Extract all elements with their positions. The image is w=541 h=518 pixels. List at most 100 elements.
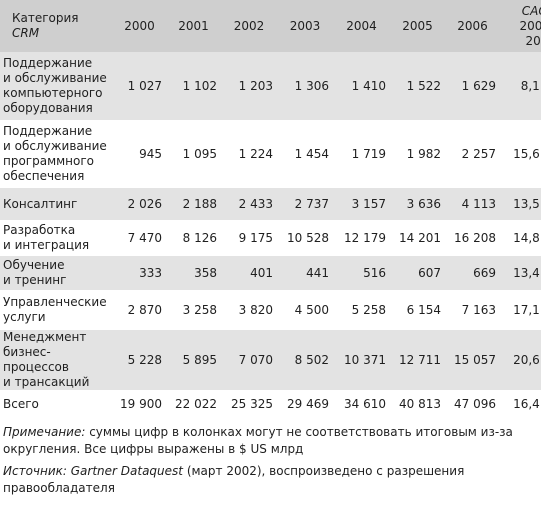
row-label: Разработка и интеграция xyxy=(0,220,113,256)
value-cell: 1 203 xyxy=(221,52,277,120)
row-label: Всего xyxy=(0,390,113,418)
row-label-line: и трансакций xyxy=(3,375,90,389)
value-cell: 333 xyxy=(113,256,166,290)
value-cell: 2 026 xyxy=(113,188,166,220)
table-row: Обучение и тренинг 333 358 401 441 516 607 669 13… xyxy=(0,256,541,290)
table-body: Поддержание и обслуживание компьютерного об… xyxy=(0,52,541,418)
source-text: (март 2002), воспроизведено с разрешения… xyxy=(3,464,465,495)
value-cell: 8 126 xyxy=(166,220,221,256)
row-label-line: программного xyxy=(3,154,95,168)
row-label-line: оборудования xyxy=(3,101,93,115)
row-label-line: Консалтинг xyxy=(3,196,78,211)
value-cell: 2 737 xyxy=(277,188,333,220)
value-cell: 10 528 xyxy=(277,220,333,256)
row-label: Поддержание и обслуживание программного обе… xyxy=(0,120,113,188)
cagr-cell: 20,6 % xyxy=(500,330,541,390)
row-label-line: Разработка xyxy=(3,223,76,237)
value-cell: 15 057 xyxy=(445,330,500,390)
header-cagr-line1: CAGR xyxy=(521,3,541,18)
row-label: Поддержание и обслуживание компьютерного об… xyxy=(0,52,113,120)
value-cell: 1 224 xyxy=(221,120,277,188)
value-cell: 5 895 xyxy=(166,330,221,390)
header-year-2001: 2001 xyxy=(166,0,221,52)
value-cell: 14 201 xyxy=(390,220,445,256)
value-cell: 358 xyxy=(166,256,221,290)
table-header-row: Категория CRM 2000 2001 2002 2003 2004 2… xyxy=(0,0,541,52)
header-year-2000: 2000 xyxy=(113,0,166,52)
value-cell: 3 636 xyxy=(390,188,445,220)
value-cell: 2 188 xyxy=(166,188,221,220)
value-cell: 7 470 xyxy=(113,220,166,256)
value-cell: 401 xyxy=(221,256,277,290)
row-label-line: и интеграция xyxy=(3,238,90,252)
value-cell: 5 258 xyxy=(333,290,390,330)
note-text: суммы цифр в колонках могут не соответст… xyxy=(3,425,513,456)
value-cell: 945 xyxy=(113,120,166,188)
value-cell: 16 208 xyxy=(445,220,500,256)
value-cell: 12 711 xyxy=(390,330,445,390)
header-category-line2: CRM xyxy=(12,26,40,40)
table-row: Управленческие услуги 2 870 3 258 3 820 4 500… xyxy=(0,290,541,330)
value-cell: 9 175 xyxy=(221,220,277,256)
note-label: Примечание: xyxy=(3,425,86,439)
value-cell: 8 502 xyxy=(277,330,333,390)
value-cell: 1 027 xyxy=(113,52,166,120)
row-label-line: услуги xyxy=(3,310,46,324)
value-cell: 4 113 xyxy=(445,188,500,220)
value-cell: 669 xyxy=(445,256,500,290)
crm-table-figure: Категория CRM 2000 2001 2002 2003 2004 2… xyxy=(0,0,541,497)
header-cagr-line2: 2001– xyxy=(519,18,541,33)
value-cell: 1 102 xyxy=(166,52,221,120)
header-year-2004: 2004 xyxy=(333,0,390,52)
value-cell: 1 454 xyxy=(277,120,333,188)
value-cell: 40 813 xyxy=(390,390,445,418)
value-cell: 2 433 xyxy=(221,188,277,220)
table-row: Всего 19 900 22 022 25 325 29 469 34 610 40 81… xyxy=(0,390,541,418)
value-cell: 1 522 xyxy=(390,52,445,120)
row-label: Управленческие услуги xyxy=(0,290,113,330)
row-label-line: компьютерного xyxy=(3,86,103,100)
row-label-line: обеспечения xyxy=(3,169,85,183)
row-label-line: и обслуживание xyxy=(3,71,107,85)
value-cell: 441 xyxy=(277,256,333,290)
value-cell: 1 095 xyxy=(166,120,221,188)
header-year-2005: 2005 xyxy=(390,0,445,52)
row-label-line: процессов xyxy=(3,360,69,374)
row-label-line: Поддержание xyxy=(3,124,93,138)
cagr-cell: 13,4 % xyxy=(500,256,541,290)
note-paragraph: Примечание: суммы цифр в колонках могут … xyxy=(3,424,539,458)
table-row: Разработка и интеграция 7 470 8 126 9 175 10 … xyxy=(0,220,541,256)
value-cell: 19 900 xyxy=(113,390,166,418)
source-paragraph: Источник: Gartner Dataquest (март 2002),… xyxy=(3,463,539,497)
cagr-cell: 14,8 % xyxy=(500,220,541,256)
value-cell: 22 022 xyxy=(166,390,221,418)
table-row: Поддержание и обслуживание компьютерного об… xyxy=(0,52,541,120)
value-cell: 6 154 xyxy=(390,290,445,330)
header-cagr-line3: 2006 xyxy=(525,33,541,48)
value-cell: 3 157 xyxy=(333,188,390,220)
value-cell: 2 870 xyxy=(113,290,166,330)
value-cell: 3 820 xyxy=(221,290,277,330)
source-label: Источник: Gartner Dataquest xyxy=(3,464,183,478)
header-year-2002: 2002 xyxy=(221,0,277,52)
value-cell: 2 257 xyxy=(445,120,500,188)
header-category-line1: Категория xyxy=(12,11,79,25)
value-cell: 5 228 xyxy=(113,330,166,390)
header-category: Категория CRM xyxy=(0,0,113,52)
row-label-line: и тренинг xyxy=(3,273,67,287)
cagr-cell: 13,5 % xyxy=(500,188,541,220)
value-cell: 1 306 xyxy=(277,52,333,120)
value-cell: 4 500 xyxy=(277,290,333,330)
table-notes: Примечание: суммы цифр в колонках могут … xyxy=(0,424,541,497)
value-cell: 34 610 xyxy=(333,390,390,418)
value-cell: 47 096 xyxy=(445,390,500,418)
cagr-cell: 15,6 % xyxy=(500,120,541,188)
row-label-line: Всего xyxy=(3,396,39,411)
row-label-line: и обслуживание xyxy=(3,139,107,153)
cagr-cell: 16,4 % xyxy=(500,390,541,418)
row-label: Консалтинг xyxy=(0,188,113,220)
value-cell: 1 719 xyxy=(333,120,390,188)
value-cell: 607 xyxy=(390,256,445,290)
value-cell: 7 163 xyxy=(445,290,500,330)
value-cell: 1 982 xyxy=(390,120,445,188)
